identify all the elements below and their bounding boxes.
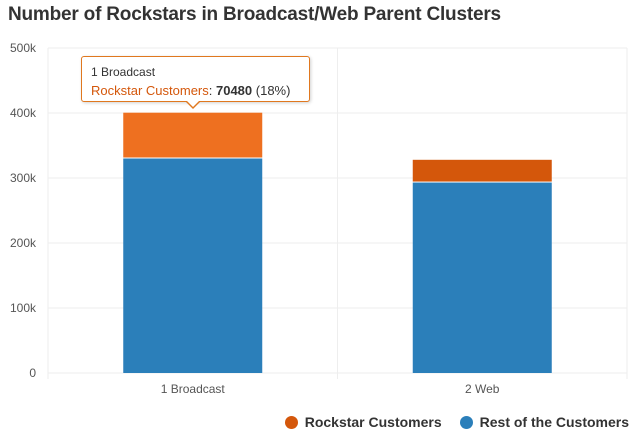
- y-tick-label: 200k: [10, 236, 37, 250]
- x-tick-label: 1 Broadcast: [161, 382, 226, 396]
- chart-title: Number of Rockstars in Broadcast/Web Par…: [8, 4, 501, 25]
- bar-rockstar-customers: [412, 159, 552, 182]
- tooltip: 1 Broadcast Rockstar Customers: 70480 (1…: [81, 56, 310, 102]
- bar-rest-of-customers: [412, 182, 552, 373]
- legend-dot-rockstar: [284, 415, 298, 429]
- tooltip-category: 1 Broadcast: [91, 65, 156, 79]
- y-tick-label: 100k: [10, 301, 37, 315]
- tooltip-value: 70480: [215, 83, 253, 98]
- bar-rockstar-customers: [123, 112, 263, 158]
- y-tick-label: 400k: [10, 106, 37, 120]
- y-tick-label: 0: [29, 366, 36, 380]
- y-tick-label: 500k: [10, 41, 37, 55]
- y-tick-label: 300k: [10, 171, 37, 185]
- x-tick-label: 2 Web: [465, 382, 500, 396]
- tooltip-arrow-inner: [186, 100, 200, 107]
- legend-item-rest[interactable]: Rest of the Customers: [459, 414, 629, 430]
- legend: Rockstar Customers Rest of the Customers: [284, 414, 629, 430]
- bar-rest-of-customers: [123, 158, 263, 373]
- tooltip-series-name: Rockstar Customers: [91, 83, 209, 98]
- tooltip-value-line: Rockstar Customers: 70480 (18%): [91, 83, 291, 98]
- legend-label-rest: Rest of the Customers: [479, 414, 629, 430]
- legend-item-rockstar[interactable]: Rockstar Customers: [284, 414, 442, 430]
- legend-dot-rest: [459, 415, 473, 429]
- tooltip-percent: (18%): [255, 83, 291, 98]
- legend-label-rockstar: Rockstar Customers: [304, 414, 442, 430]
